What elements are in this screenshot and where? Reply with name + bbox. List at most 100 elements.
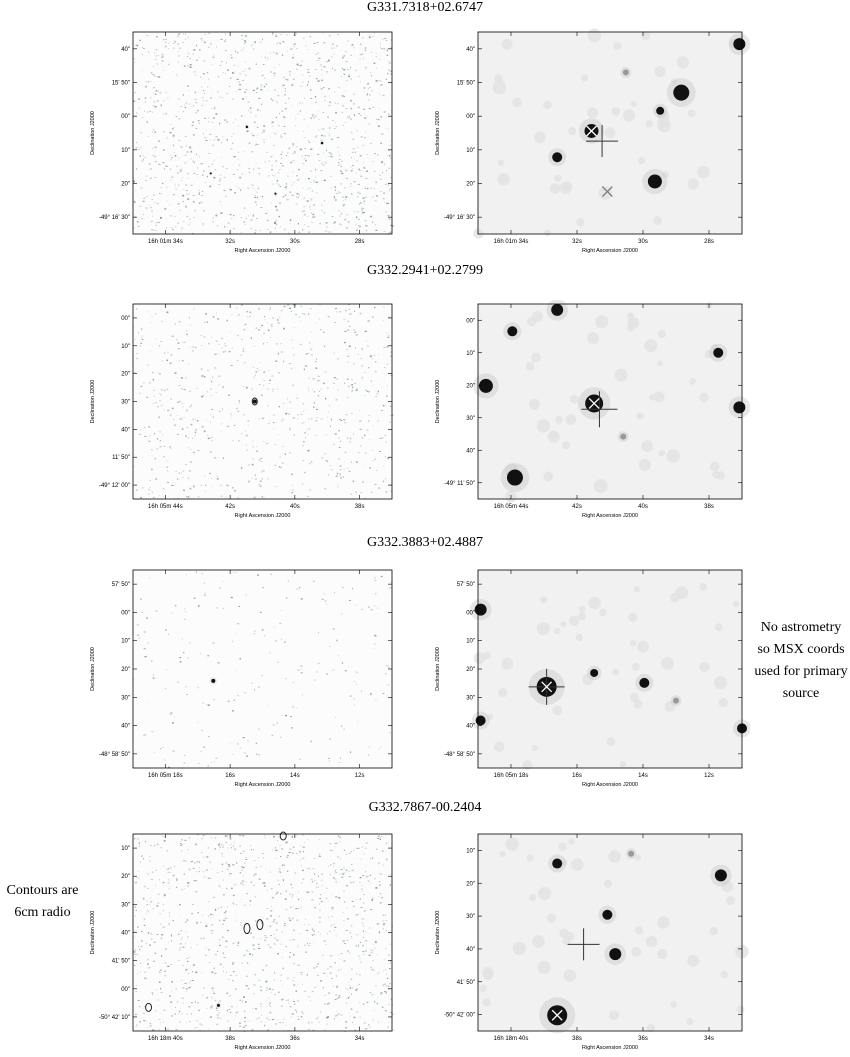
y-axis-label: Declination J2000 <box>435 111 441 155</box>
note-line: Contours are <box>6 883 79 898</box>
point-source <box>209 172 212 175</box>
image-area <box>478 834 742 1031</box>
image-texture <box>504 302 726 503</box>
figure-title-3: G332.3883+02.4887 <box>366 535 483 550</box>
y-tick-label: -49° 16' 30" <box>99 215 130 221</box>
image-texture <box>479 837 749 1033</box>
radio-contour <box>279 831 287 841</box>
x-tick-label: 32s <box>572 239 582 245</box>
y-tick-label: 57' 50" <box>112 582 130 588</box>
point-source <box>714 869 727 882</box>
image-texture <box>133 304 394 500</box>
x-marker <box>601 186 613 198</box>
note-line: 6cm radio <box>14 905 71 920</box>
point-source <box>673 697 679 704</box>
radio-contour <box>256 919 264 931</box>
y-tick-label: 10" <box>466 148 475 154</box>
y-tick-label: 00" <box>466 610 475 616</box>
image-area <box>133 834 392 1031</box>
infrared-image-panel-4: 10" 20" 30" 40" 41' 50" -50° 42' 00" 16h 18m 4… <box>435 833 749 1051</box>
point-source <box>552 152 563 163</box>
y-tick-label: 40" <box>466 448 475 454</box>
y-tick-label: 10" <box>466 351 475 357</box>
point-source <box>713 347 724 358</box>
y-tick-label: 10" <box>121 639 130 645</box>
astrometry-note: No astrometry so MSX coords used for pri… <box>752 617 850 705</box>
y-tick-label: 41' 50" <box>457 980 475 986</box>
x-axis-label: Right Ascension J2000 <box>235 782 291 788</box>
x-tick-label: 38s <box>572 1036 582 1042</box>
x-tick-label: 38s <box>355 504 365 510</box>
y-axis-label: Declination J2000 <box>90 380 96 424</box>
y-tick-label: -49° 16' 30" <box>444 215 475 221</box>
x-tick-label: 40s <box>638 504 648 510</box>
point-source <box>609 948 622 961</box>
y-tick-label: -49° 12' 00" <box>99 483 130 489</box>
radio-contour <box>243 923 251 935</box>
x-tick-label: 12s <box>704 773 714 779</box>
point-source <box>475 715 486 726</box>
y-axis-label: Declination J2000 <box>90 111 96 155</box>
x-tick-label: 14s <box>638 773 648 779</box>
note-line: source <box>782 686 820 701</box>
y-tick-label: 30" <box>466 914 475 920</box>
y-tick-label: 11' 50" <box>112 455 130 461</box>
point-source <box>673 84 690 101</box>
figure-title-1: G331.7318+02.6747 <box>366 0 483 15</box>
x-axis-label: Right Ascension J2000 <box>235 1045 291 1051</box>
infrared-image-panel-2: 00" 10" 20" 30" 40" -49° 11' 50" 16h 05m 44s 42… <box>435 300 750 519</box>
x-axis-label: Right Ascension J2000 <box>582 782 638 788</box>
y-tick-label: 20" <box>466 383 475 389</box>
figure-title-4: G332.7867-00.2404 <box>368 800 482 815</box>
x-tick-label: 16s <box>225 773 235 779</box>
point-source <box>602 909 613 920</box>
x-tick-label: 16h 05m 18s <box>494 773 529 779</box>
y-tick-label: 10" <box>466 639 475 645</box>
y-tick-label: 40" <box>121 724 130 730</box>
radio-image-panel-3: 57' 50" 00" 10" 20" 30" 40" -48° 58' 50" 16h 05… <box>90 569 393 788</box>
y-tick-label: 30" <box>466 416 475 422</box>
x-tick-label: 16h 05m 44s <box>148 504 183 510</box>
point-source <box>733 38 746 51</box>
y-tick-label: 30" <box>121 695 130 701</box>
x-tick-label: 12s <box>355 773 365 779</box>
x-tick-label: 14s <box>290 773 300 779</box>
y-tick-label: -48° 58' 50" <box>99 752 130 758</box>
point-source <box>320 141 324 145</box>
point-source <box>628 850 635 857</box>
point-source <box>274 192 277 195</box>
y-axis-label: Declination J2000 <box>90 647 96 691</box>
point-source <box>622 69 629 76</box>
y-tick-label: -50° 42' 00" <box>444 1013 475 1019</box>
x-axis-label: Right Ascension J2000 <box>582 513 638 519</box>
x-marker <box>541 681 553 693</box>
x-tick-label: 38s <box>704 504 714 510</box>
x-tick-label: 16h 01m 34s <box>148 239 183 245</box>
y-tick-label: 40" <box>121 47 130 53</box>
y-tick-label: 00" <box>121 316 130 322</box>
x-tick-label: 36s <box>290 1036 300 1042</box>
radio-image-panel-1: 40" 15' 50" 00" 10" 20" -49° 16' 30" 16h 01m 3… <box>90 31 394 254</box>
infrared-image-panel-1: 40" 15' 50" 00" 10" 20" -49° 16' 30" 16h 01m 3… <box>435 28 750 254</box>
point-source <box>252 399 257 404</box>
x-tick-label: 16h 01m 34s <box>494 239 529 245</box>
y-tick-label: 20" <box>121 874 130 880</box>
x-tick-label: 16s <box>572 773 582 779</box>
x-marker <box>586 125 597 137</box>
y-tick-label: 20" <box>121 182 130 188</box>
image-texture <box>133 32 394 235</box>
y-tick-label: 15' 50" <box>457 81 475 87</box>
y-tick-label: 20" <box>466 881 475 887</box>
panel-frame <box>477 833 743 1032</box>
note-line: so MSX coords <box>757 642 845 657</box>
x-axis-label: Right Ascension J2000 <box>582 1045 638 1051</box>
x-tick-label: 16h 05m 18s <box>148 773 183 779</box>
radio-contour <box>251 397 258 406</box>
x-tick-label: 42s <box>225 504 235 510</box>
x-tick-label: 16h 18m 40s <box>148 1036 183 1042</box>
x-tick-label: 28s <box>355 239 365 245</box>
y-tick-label: 20" <box>121 667 130 673</box>
x-tick-label: 30s <box>290 239 300 245</box>
image-texture <box>133 571 393 768</box>
y-axis-label: Declination J2000 <box>435 380 441 424</box>
